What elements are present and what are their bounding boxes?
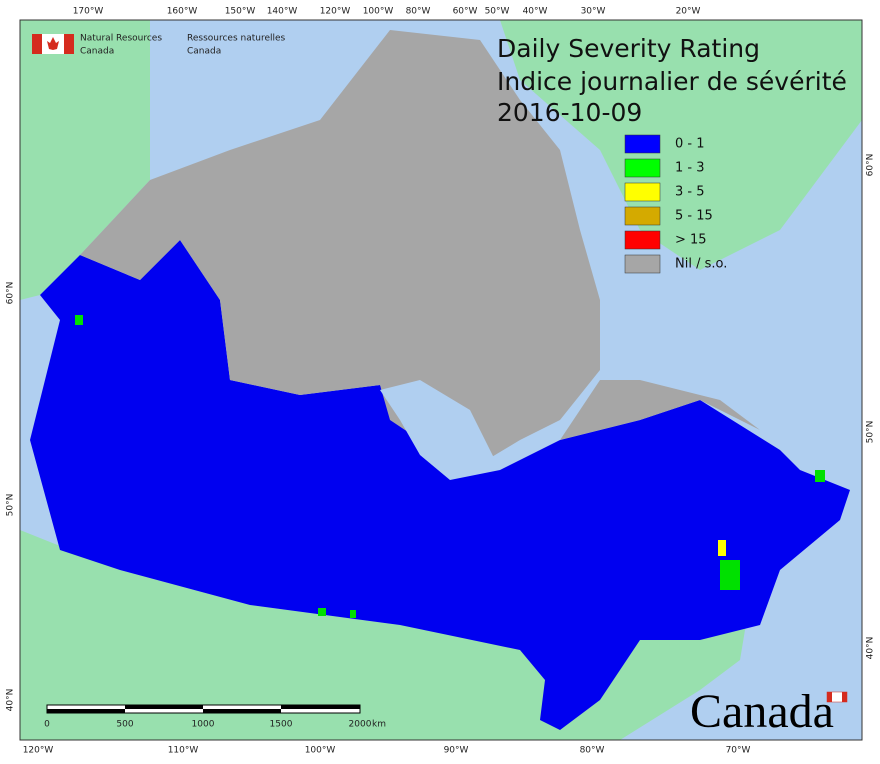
- longitude-label: 110°W: [168, 746, 199, 756]
- latitude-label: 40°N: [866, 637, 876, 660]
- legend-label: 3 - 5: [675, 185, 705, 200]
- longitude-label: 100°W: [363, 7, 394, 17]
- legend-label: > 15: [675, 233, 707, 248]
- patch: [720, 560, 740, 590]
- agency-en: Canada: [80, 47, 114, 57]
- patch: [75, 315, 83, 325]
- title-date: 2016-10-09: [497, 98, 642, 127]
- scale-label: 2000: [349, 720, 372, 730]
- legend-swatch: [624, 134, 661, 154]
- map-frame: [19, 19, 863, 741]
- patch: [815, 470, 825, 482]
- wordmark-flag-bar: [842, 692, 847, 702]
- legend-label: 5 - 15: [675, 209, 713, 224]
- scale-label: 0: [44, 720, 50, 730]
- longitude-label: 50°W: [485, 7, 510, 17]
- scale-segment: [125, 705, 203, 709]
- scale-segment: [281, 705, 360, 709]
- scale-label: 500: [116, 720, 133, 730]
- flag-bar: [64, 34, 74, 54]
- longitude-label: 80°W: [406, 7, 431, 17]
- maple-leaf: [47, 37, 59, 50]
- yellow-patch: [718, 540, 726, 556]
- scale-unit: km: [372, 720, 386, 730]
- wordmark: Canada: [690, 685, 834, 738]
- longitude-label: 90°W: [444, 746, 469, 756]
- legend-swatch: [624, 206, 661, 226]
- latitude-label: 50°N: [866, 421, 876, 444]
- agency-en: Natural Resources: [80, 34, 162, 44]
- longitude-label: 100°W: [305, 746, 336, 756]
- title-fr: Indice journalier de sévérité: [497, 67, 847, 96]
- scale-segment: [203, 709, 281, 713]
- canada-nil: [80, 30, 600, 470]
- green-patches: [75, 315, 825, 618]
- patch: [350, 610, 356, 618]
- longitude-label: 120°W: [320, 7, 351, 17]
- hudson-bay: [380, 380, 500, 480]
- latitude-label: 60°N: [6, 282, 16, 305]
- legend-label: 1 - 3: [675, 161, 705, 176]
- longitude-label: 160°W: [167, 7, 198, 17]
- canada-rating-0-1: [30, 240, 850, 730]
- wordmark-flag-bar: [827, 692, 832, 702]
- patch: [318, 608, 326, 616]
- longitude-label: 60°W: [453, 7, 478, 17]
- agency-fr: Ressources naturelles: [187, 34, 286, 44]
- latitude-label: 40°N: [6, 689, 16, 712]
- longitude-label: 120°W: [23, 746, 54, 756]
- longitude-label: 70°W: [726, 746, 751, 756]
- legend-swatch: [624, 230, 661, 250]
- latitude-label: 50°N: [6, 494, 16, 517]
- longitude-label: 40°W: [523, 7, 548, 17]
- longitude-label: 30°W: [581, 7, 606, 17]
- greenland: [500, 20, 862, 270]
- legend-swatch: [624, 254, 661, 274]
- flag-bar: [32, 34, 42, 54]
- agency-fr: Canada: [187, 47, 221, 57]
- latitude-label: 60°N: [866, 154, 876, 177]
- legend-swatch: [624, 182, 661, 202]
- legend-label: Nil / s.o.: [675, 257, 727, 272]
- longitude-label: 20°W: [676, 7, 701, 17]
- legend-swatch: [624, 158, 661, 178]
- title-en: Daily Severity Rating: [497, 34, 760, 63]
- labrador-nil: [560, 380, 760, 440]
- longitude-label: 150°W: [225, 7, 256, 17]
- scale-label: 1000: [192, 720, 215, 730]
- legend-label: 0 - 1: [675, 137, 705, 152]
- longitude-label: 140°W: [267, 7, 298, 17]
- longitude-label: 170°W: [73, 7, 104, 17]
- scale-label: 1500: [270, 720, 293, 730]
- alaska: [20, 20, 150, 300]
- longitude-label: 80°W: [580, 746, 605, 756]
- scale-segment: [47, 709, 125, 713]
